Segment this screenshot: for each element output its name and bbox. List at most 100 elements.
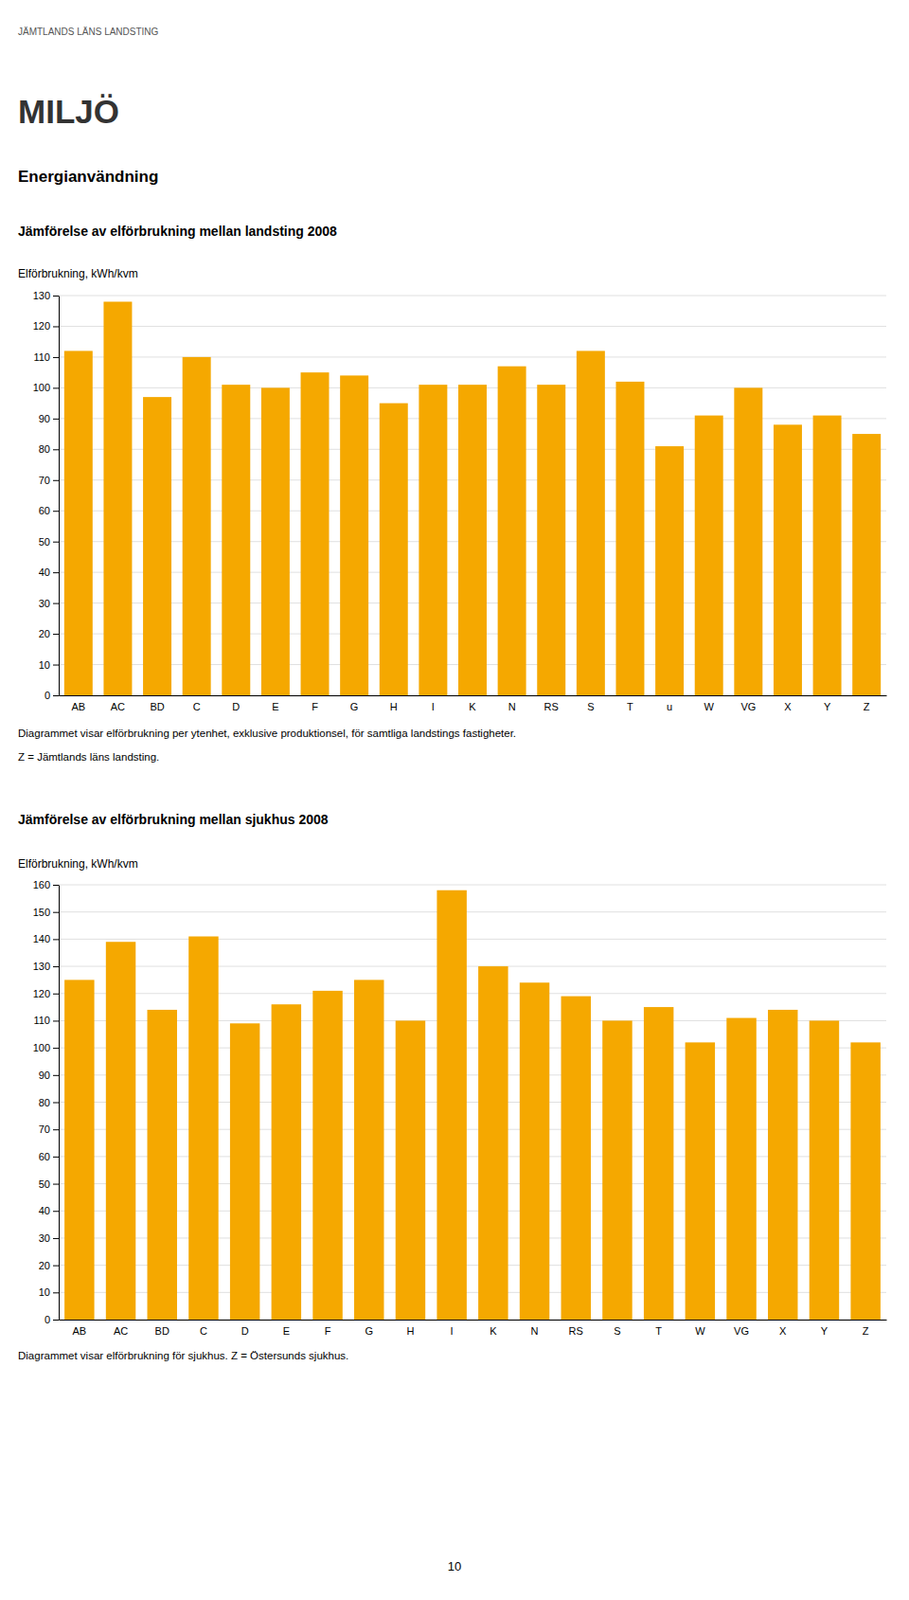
y-tick-mark (53, 418, 59, 420)
bar (64, 979, 94, 1319)
y-tick-mark (53, 993, 59, 995)
bar (536, 384, 566, 696)
y-tick: 20 (38, 627, 59, 640)
chart: Jämförelse av elförbrukning mellan lands… (17, 223, 888, 763)
x-tick-label: S (587, 700, 594, 713)
y-tick-label: 40 (38, 566, 51, 578)
bar (182, 356, 212, 696)
y-tick: 140 (33, 932, 59, 945)
grid-line (58, 992, 887, 994)
bar (142, 396, 172, 696)
y-tick: 30 (38, 597, 59, 609)
y-tick: 40 (38, 1204, 59, 1216)
x-tick-label: AB (72, 1324, 88, 1337)
grid-line (58, 325, 887, 327)
bar (726, 1017, 756, 1319)
bar (767, 1009, 798, 1319)
caption: Diagrammet visar elförbrukning per ytenh… (17, 727, 517, 739)
y-tick: 110 (33, 351, 59, 363)
y-tick-label: 120 (33, 320, 51, 332)
bar (103, 301, 132, 696)
y-tick-label: 0 (44, 1313, 51, 1325)
chart-title: Jämförelse av elförbrukning mellan sjukh… (17, 811, 329, 827)
x-tick: W (704, 695, 715, 713)
y-tick-label: 60 (38, 1150, 51, 1162)
y-tick-label: 140 (33, 932, 51, 945)
x-tick: K (489, 1318, 498, 1337)
x-tick-label: Z (863, 700, 871, 713)
grid-line (58, 1047, 887, 1049)
bar (395, 1019, 426, 1319)
bar (261, 387, 290, 696)
bar (339, 374, 369, 696)
x-tick: D (241, 1318, 250, 1337)
x-tick: H (406, 1318, 414, 1337)
y-tick-mark (53, 1102, 59, 1104)
bar (850, 1041, 880, 1319)
y-tick-label: 110 (33, 351, 51, 363)
bar (561, 996, 591, 1319)
grid-line (58, 1128, 887, 1130)
y-axis: 0102030405060708090100110120130140150160 (33, 878, 60, 1325)
y-tick-label: 80 (38, 443, 51, 455)
grid-line (58, 1236, 887, 1238)
x-tick: AB (72, 1318, 88, 1337)
y-tick-mark (53, 1019, 59, 1021)
y-tick-mark (53, 571, 59, 573)
x-tick-label: VG (733, 1324, 749, 1337)
x-tick: H (390, 695, 398, 713)
x-tick: G (364, 1318, 374, 1337)
y-tick-label: 20 (38, 627, 51, 640)
x-tick-label: AC (110, 700, 125, 713)
y-tick: 80 (38, 1096, 59, 1108)
y-tick: 130 (33, 960, 59, 972)
x-tick: X (784, 695, 792, 713)
y-tick-mark (53, 325, 59, 327)
y-tick-label: 30 (38, 1231, 51, 1244)
bar (312, 990, 342, 1319)
section-title: MILJÖ (17, 92, 120, 130)
y-tick-label: 80 (38, 1096, 51, 1108)
y-axis-title: Elförbrukning, kWh/kvm (17, 856, 139, 871)
y-tick: 100 (33, 1041, 59, 1053)
x-tick-label: RS (544, 700, 559, 713)
y-tick-mark (53, 911, 59, 913)
grid-line (58, 1019, 887, 1021)
x-tick-label: S (613, 1324, 621, 1337)
y-tick-label: 130 (33, 289, 51, 302)
y-tick: 50 (38, 535, 59, 548)
bar (615, 381, 644, 696)
y-tick: 110 (33, 1014, 59, 1026)
y-tick-label: 90 (38, 1069, 51, 1081)
page-number: 10 (447, 1558, 462, 1573)
y-tick: 0 (44, 1313, 59, 1325)
x-tick: S (587, 695, 594, 713)
y-tick: 40 (38, 566, 59, 578)
x-tick-label: D (231, 700, 240, 713)
y-tick-mark (53, 448, 59, 450)
bar (773, 424, 803, 696)
x-tick: AB (71, 695, 86, 713)
y-tick-label: 110 (33, 1014, 51, 1026)
y-tick: 50 (38, 1177, 59, 1190)
y-tick-mark (53, 938, 59, 940)
x-tick-label: RS (569, 1324, 584, 1337)
bar (418, 384, 447, 696)
y-tick-mark (53, 965, 59, 967)
x-tick-label: N (531, 1324, 539, 1337)
y-tick: 20 (38, 1259, 59, 1271)
x-tick: E (271, 695, 279, 713)
x-tick-label: T (655, 1324, 662, 1337)
y-tick: 90 (38, 1069, 59, 1081)
y-tick-label: 0 (44, 689, 51, 701)
y-tick-mark (53, 1265, 59, 1266)
x-tick-label: W (695, 1324, 706, 1337)
x-tick-label: H (406, 1324, 414, 1337)
y-tick-label: 60 (38, 504, 51, 517)
bar (655, 445, 684, 696)
x-tick: AC (113, 1318, 128, 1337)
x-tick-label: H (390, 700, 398, 713)
grid-line (58, 1210, 887, 1212)
caption: Diagrammet visar elförbrukning för sjukh… (17, 1349, 349, 1361)
y-tick: 90 (38, 412, 59, 425)
